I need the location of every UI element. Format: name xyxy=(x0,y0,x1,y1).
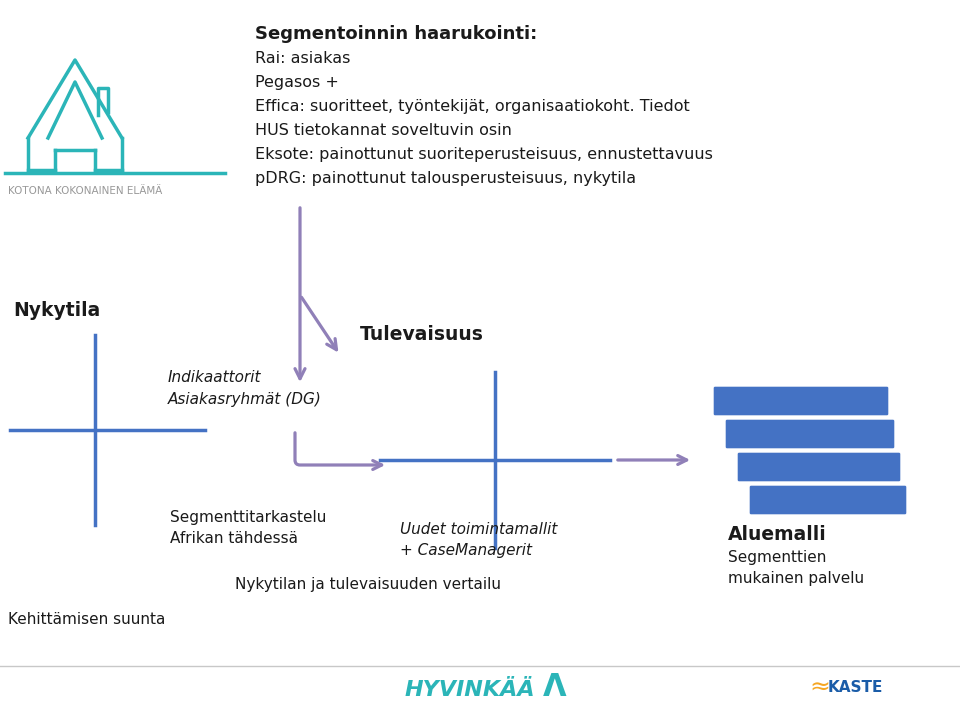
FancyBboxPatch shape xyxy=(713,386,889,416)
Text: Effica: suoritteet, työntekijät, organisaatiokoht. Tiedot: Effica: suoritteet, työntekijät, organis… xyxy=(255,99,689,114)
Text: Aluemalli: Aluemalli xyxy=(728,525,827,544)
Text: Rai: asiakas: Rai: asiakas xyxy=(255,51,350,66)
Text: Eksote: painottunut suoriteperusteisuus, ennustettavuus: Eksote: painottunut suoriteperusteisuus,… xyxy=(255,147,713,162)
FancyBboxPatch shape xyxy=(737,452,901,482)
FancyBboxPatch shape xyxy=(725,419,895,449)
Text: Segmentoinnin haarukointi:: Segmentoinnin haarukointi: xyxy=(255,25,538,43)
Text: Nykytila: Nykytila xyxy=(13,301,100,320)
Text: Indikaattorit
Asiakasryhmät (DG): Indikaattorit Asiakasryhmät (DG) xyxy=(168,370,322,407)
Text: Pegasos +: Pegasos + xyxy=(255,75,339,90)
Text: Segmenttien
mukainen palvelu: Segmenttien mukainen palvelu xyxy=(728,550,864,586)
Text: Uudet toimintamallit
+ CaseManagerit: Uudet toimintamallit + CaseManagerit xyxy=(400,522,558,558)
FancyBboxPatch shape xyxy=(749,485,907,515)
Text: ≈: ≈ xyxy=(809,676,830,700)
Text: Tulevaisuus: Tulevaisuus xyxy=(360,325,484,345)
Text: Kehittämisen suunta: Kehittämisen suunta xyxy=(8,612,165,627)
Text: Nykytilan ja tulevaisuuden vertailu: Nykytilan ja tulevaisuuden vertailu xyxy=(235,577,501,592)
Text: Λ: Λ xyxy=(543,674,566,703)
Text: HUS tietokannat soveltuvin osin: HUS tietokannat soveltuvin osin xyxy=(255,123,512,138)
Text: Segmenttitarkastelu
Afrikan tähdessä: Segmenttitarkastelu Afrikan tähdessä xyxy=(170,510,326,546)
Text: HYVINKÄÄ: HYVINKÄÄ xyxy=(405,680,536,700)
Text: KOTONA KOKONAINEN ELÄMÄ: KOTONA KOKONAINEN ELÄMÄ xyxy=(8,186,162,196)
Text: KASTE: KASTE xyxy=(828,681,882,696)
Text: pDRG: painottunut talousperusteisuus, nykytila: pDRG: painottunut talousperusteisuus, ny… xyxy=(255,171,636,186)
